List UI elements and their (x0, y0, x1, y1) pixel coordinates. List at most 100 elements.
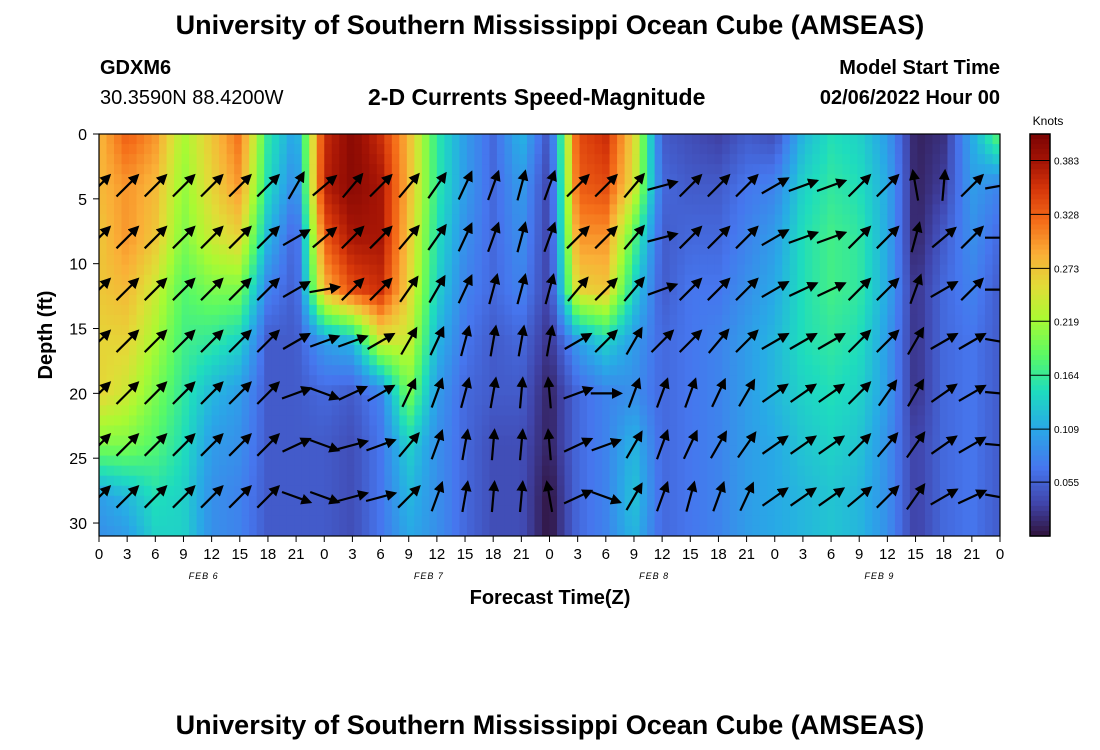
heatmap-cell (204, 425, 213, 437)
heatmap-cell (256, 134, 265, 145)
heatmap-cell (121, 174, 130, 185)
heatmap-cell (106, 395, 115, 406)
heatmap-cell (692, 455, 701, 467)
heatmap-cell (662, 385, 671, 396)
heatmap-cell (954, 224, 964, 236)
heatmap-cell (729, 485, 738, 497)
heatmap-cell (121, 425, 130, 437)
heatmap-cell (414, 355, 423, 366)
heatmap-cell (384, 254, 393, 266)
current-vector (564, 332, 593, 350)
heatmap-cell (767, 525, 776, 536)
heatmap-cell (947, 324, 956, 336)
heatmap-cell (834, 475, 843, 487)
heatmap-cell (271, 204, 280, 215)
heatmap-cell (684, 304, 693, 316)
heatmap-cell (932, 194, 941, 205)
heatmap-cell (204, 465, 213, 477)
heatmap-cell (481, 485, 491, 497)
current-vector (341, 277, 365, 301)
heatmap-cell (286, 254, 295, 266)
heatmap-cell (789, 515, 798, 527)
heatmap-cell (647, 254, 656, 266)
heatmap-cell (564, 425, 573, 437)
heatmap-cell (264, 465, 273, 477)
heatmap-cell (429, 154, 438, 165)
heatmap-cell (579, 525, 588, 536)
heatmap-cell (609, 345, 618, 356)
heatmap-cell (121, 455, 130, 467)
heatmap-cell (602, 465, 611, 477)
heatmap-cell (887, 445, 896, 457)
heatmap-cell (204, 395, 213, 406)
heatmap-cell (602, 495, 611, 507)
heatmap-cell (864, 345, 873, 356)
heatmap-cell (526, 465, 536, 477)
heatmap-cell (136, 214, 145, 226)
heatmap-cell (429, 455, 438, 467)
heatmap-cell (369, 405, 378, 416)
heatmap-cell (669, 405, 678, 416)
heatmap-cell (909, 425, 919, 437)
heatmap-cell (969, 194, 979, 205)
heatmap-cell (354, 324, 363, 336)
heatmap-cell (346, 224, 355, 236)
heatmap-cell (159, 194, 168, 205)
heatmap-cell (827, 174, 836, 185)
heatmap-cell (834, 244, 843, 256)
heatmap-cell (872, 435, 881, 447)
heatmap-cell (834, 525, 843, 536)
heatmap-cell (654, 505, 663, 517)
heatmap-cell (632, 525, 641, 536)
heatmap-cell (339, 284, 348, 296)
heatmap-cell (602, 365, 611, 376)
heatmap-cell (767, 304, 776, 316)
heatmap-cell (211, 365, 220, 376)
heatmap-cell (767, 335, 776, 346)
heatmap-cell (639, 385, 648, 396)
heatmap-cell (346, 525, 355, 536)
heatmap-cell (707, 425, 716, 437)
heatmap-cell (669, 395, 678, 406)
current-vector (684, 377, 698, 408)
heatmap-cell (294, 284, 303, 296)
heatmap-cell (879, 244, 888, 256)
heatmap-cell (526, 164, 536, 175)
heatmap-cell (924, 425, 934, 437)
heatmap-cell (339, 204, 348, 215)
heatmap-cell (249, 375, 258, 386)
heatmap-cell (819, 134, 828, 145)
heatmap-cell (384, 525, 393, 536)
current-vector (256, 433, 281, 457)
heatmap-cell (894, 355, 903, 366)
heatmap-cell (894, 515, 903, 527)
heatmap-cell (699, 365, 708, 376)
heatmap-cell (369, 274, 378, 286)
heatmap-cell (954, 335, 964, 346)
heatmap-cell (924, 395, 934, 406)
heatmap-cell (106, 204, 115, 215)
heatmap-cell (151, 415, 160, 427)
heatmap-cell (894, 335, 903, 346)
heatmap-cell (354, 264, 363, 276)
heatmap-cell (677, 154, 686, 165)
heatmap-cell (511, 254, 521, 266)
heatmap-cell (166, 395, 175, 406)
heatmap-cell (774, 415, 783, 427)
heatmap-cell (129, 194, 138, 205)
heatmap-cell (279, 224, 288, 236)
heatmap-cell (106, 345, 115, 356)
heatmap-cell (324, 244, 333, 256)
heatmap-cell (549, 435, 558, 447)
current-vector (488, 324, 500, 357)
heatmap-cell (872, 134, 881, 145)
heatmap-cell (602, 345, 611, 356)
heatmap-cell (624, 294, 633, 306)
heatmap-cell (436, 234, 445, 246)
heatmap-cell (181, 144, 190, 155)
heatmap-cell (444, 475, 453, 487)
heatmap-cell (339, 214, 348, 226)
heatmap-cell (196, 134, 205, 145)
heatmap-cell (166, 385, 175, 396)
heatmap-cell (894, 294, 903, 306)
